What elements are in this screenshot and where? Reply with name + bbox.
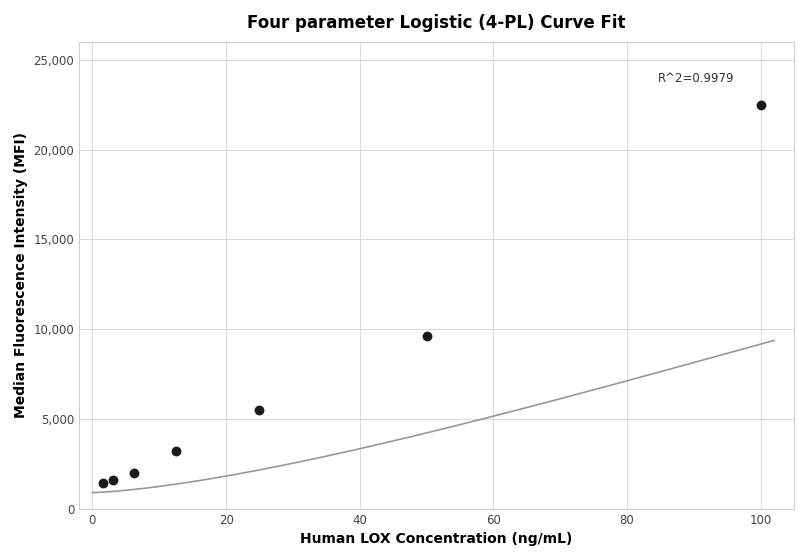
Point — [96, 478, 109, 487]
Point — [754, 100, 767, 109]
Point — [253, 405, 266, 414]
Point — [128, 468, 141, 477]
Point — [420, 332, 433, 341]
Title: Four parameter Logistic (4-PL) Curve Fit: Four parameter Logistic (4-PL) Curve Fit — [247, 14, 626, 32]
Y-axis label: Median Fluorescence Intensity (MFI): Median Fluorescence Intensity (MFI) — [14, 132, 28, 418]
Point — [170, 447, 183, 456]
Point — [107, 475, 120, 484]
Text: R^2=0.9979: R^2=0.9979 — [658, 72, 734, 85]
X-axis label: Human LOX Concentration (ng/mL): Human LOX Concentration (ng/mL) — [301, 532, 573, 546]
